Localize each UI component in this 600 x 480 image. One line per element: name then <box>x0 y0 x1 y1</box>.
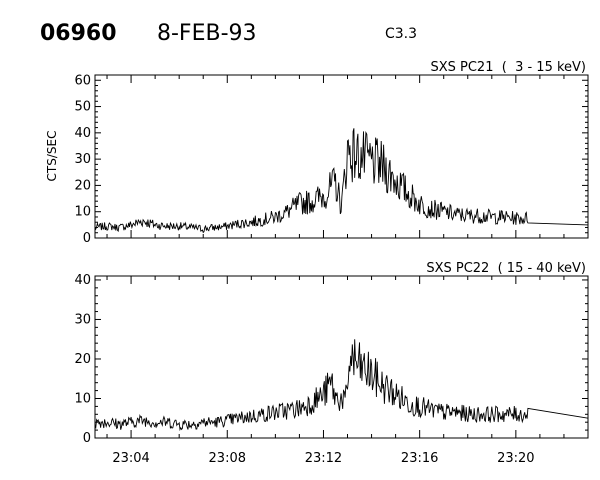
y-tick-label: 10 <box>74 391 91 406</box>
y-tick-label: 30 <box>74 152 91 167</box>
ticks-pc22: 0 10 20 30 40 23:04 23:08 23:12 23:16 23:20 <box>74 273 589 466</box>
y-tick-label: 40 <box>74 126 91 141</box>
plot-frame-pc22 <box>94 275 589 439</box>
x-tick-label: 23:04 <box>112 451 149 466</box>
panel-label-pc22: SXS PC22 ( 15 - 40 keV) <box>426 261 586 276</box>
panel-pc21: SXS PC21 ( 3 - 15 keV) CTS/SEC 0 10 20 30 40… <box>45 60 589 246</box>
goes-class: C3.3 <box>385 26 417 42</box>
panel-pc22: SXS PC22 ( 15 - 40 keV) 0 10 20 30 40 23:04 23… <box>74 261 589 466</box>
x-tick-label: 23:20 <box>497 451 534 466</box>
y-tick-label: 10 <box>74 205 91 220</box>
event-date: 8-FEB-93 <box>157 21 257 46</box>
x-tick-label: 23:12 <box>305 451 342 466</box>
event-id: 06960 <box>40 21 117 46</box>
panel-label-pc21: SXS PC21 ( 3 - 15 keV) <box>430 60 586 75</box>
ticks-pc21: 0 10 20 30 40 50 60 <box>74 73 589 246</box>
y-tick-label: 0 <box>83 431 91 446</box>
y-tick-label: 60 <box>74 73 91 88</box>
y-tick-label: 40 <box>74 273 91 288</box>
y-tick-label: 0 <box>83 231 91 246</box>
series-line <box>94 339 589 432</box>
y-tick-label: 20 <box>74 178 91 193</box>
x-tick-label: 23:16 <box>401 451 438 466</box>
x-tick-label: 23:08 <box>209 451 246 466</box>
y-tick-label: 50 <box>74 100 91 115</box>
y-tick-label: 20 <box>74 352 91 367</box>
y-axis-label-pc21: CTS/SEC <box>45 131 59 182</box>
plot-frame-pc21 <box>94 74 589 239</box>
y-tick-label: 30 <box>74 312 91 327</box>
trace-pc21 <box>94 128 589 234</box>
series-line <box>94 128 589 234</box>
trace-pc22 <box>94 339 589 432</box>
